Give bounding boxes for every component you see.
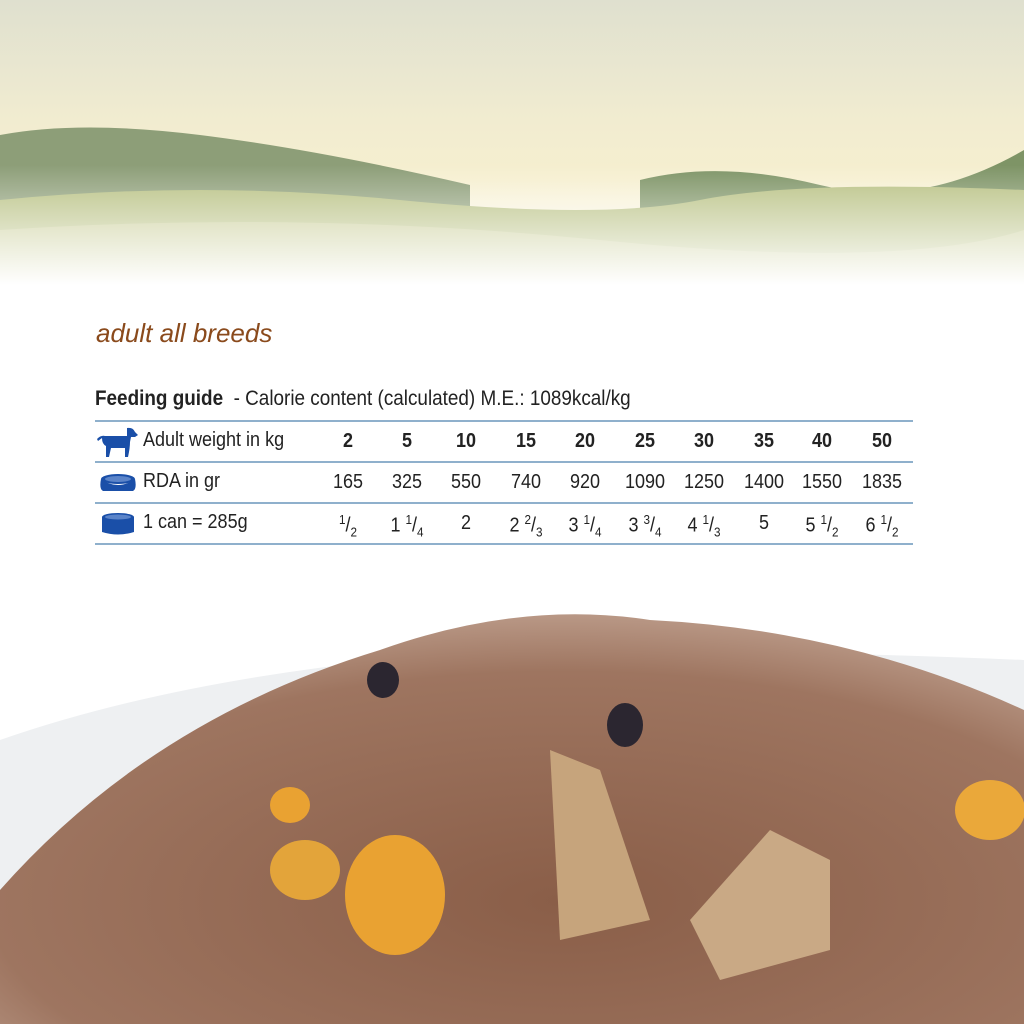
- feeding-guide-heading: Feeding guide - Calorie content (calcula…: [95, 387, 631, 411]
- fraction-denominator: 2: [892, 524, 899, 540]
- fraction-whole: 5: [805, 514, 816, 537]
- fraction-denominator: 2: [832, 524, 839, 540]
- fraction-numerator: 1: [820, 512, 828, 527]
- table-cell: 740: [510, 471, 542, 493]
- table-cell: 1835: [861, 471, 903, 493]
- table-cell: 3 1/4: [568, 512, 602, 540]
- hills-image: [0, 0, 1024, 300]
- fraction-numerator: 2: [524, 512, 532, 527]
- table-cell: 325: [391, 471, 423, 493]
- calorie-content: - Calorie content (calculated) M.E.: 108…: [233, 387, 631, 410]
- table-cell: 2: [342, 430, 354, 452]
- feeding-guide-title: Feeding guide: [95, 387, 224, 410]
- table-cell: 1250: [683, 471, 725, 493]
- feeding-table: Adult weight in kg 2 5 10 15 20 25 30 35 40 50 RD…: [95, 420, 913, 545]
- can-icon: [102, 513, 134, 535]
- fraction-whole: 2: [460, 512, 472, 534]
- table-cell: 50: [871, 430, 893, 452]
- fraction-numerator: 1: [880, 512, 888, 527]
- fraction-denominator: 3: [536, 524, 543, 540]
- table-cell: 20: [574, 430, 596, 452]
- table-cell: 40: [811, 430, 833, 452]
- fraction-denominator: 3: [714, 524, 721, 540]
- bowl-icon: [100, 474, 136, 491]
- fraction-numerator: 3: [643, 512, 651, 527]
- table-cell: 1550: [801, 471, 843, 493]
- table-cell: 15: [515, 430, 537, 452]
- table-cell: 5: [737, 512, 791, 535]
- table-cell: 920: [569, 471, 601, 493]
- table-cell: 25: [634, 430, 656, 452]
- table-cell: 35: [753, 430, 775, 452]
- table-cell: 550: [450, 471, 482, 493]
- can-label: 1 can = 285g: [143, 511, 248, 533]
- table-cell: 30: [693, 430, 715, 452]
- table-row-rda: RDA in gr 165 325 550 740 920 1090 1250 1400 155…: [95, 461, 913, 502]
- table-cell: 4 1/3: [687, 512, 721, 540]
- fraction-whole: 2: [509, 514, 520, 537]
- table-cell: 1090: [624, 471, 666, 493]
- table-row-cans: 1 can = 285g 1/2 1 1/4 2 2 2/3 3 1/4 3 3/4 4 1…: [95, 502, 913, 545]
- table-cell: 3 3/4: [628, 512, 662, 540]
- fraction-whole: 6: [865, 514, 876, 537]
- fraction-numerator: 1: [702, 512, 710, 527]
- fraction-whole: 4: [687, 514, 698, 537]
- fraction-denominator: 2: [350, 524, 358, 540]
- table-row-weight: Adult weight in kg 2 5 10 15 20 25 30 35 40 50: [95, 420, 913, 461]
- dog-icon: [97, 427, 138, 457]
- fraction-numerator: 1: [338, 512, 346, 527]
- fraction-denominator: 4: [655, 524, 662, 540]
- dog-food-image: [0, 614, 1024, 1024]
- table-cell: 6 1/2: [865, 512, 899, 540]
- fraction-numerator: 1: [583, 512, 591, 527]
- fraction-whole: 5: [758, 512, 770, 534]
- table-cell: 1400: [743, 471, 785, 493]
- product-subtitle: adult all breeds: [96, 318, 273, 348]
- table-cell: 1/2: [338, 512, 358, 540]
- rda-label: RDA in gr: [143, 470, 221, 492]
- table-cell: 165: [332, 471, 364, 493]
- fraction-denominator: 4: [417, 524, 424, 540]
- table-cell: 2: [439, 512, 493, 535]
- table-cell: 5: [401, 430, 413, 452]
- fraction-whole: 3: [568, 514, 579, 537]
- table-cell: 10: [455, 430, 477, 452]
- table-cell: 5 1/2: [805, 512, 839, 540]
- table-cell: 1 1/4: [390, 512, 424, 540]
- table-cell: 2 2/3: [509, 512, 543, 540]
- fraction-whole: 3: [628, 514, 639, 537]
- fraction-denominator: 4: [595, 524, 602, 540]
- fraction-whole: 1: [390, 514, 401, 537]
- weight-label: Adult weight in kg: [143, 429, 285, 451]
- fraction-numerator: 1: [405, 512, 413, 527]
